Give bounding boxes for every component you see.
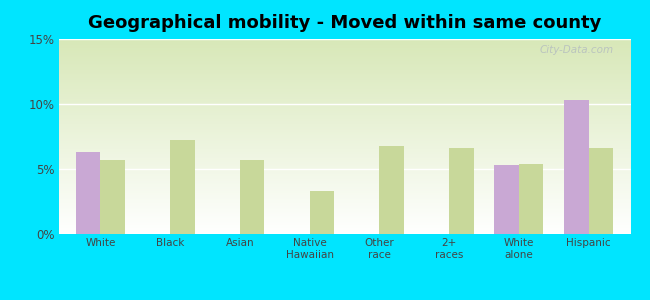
Text: City-Data.com: City-Data.com <box>540 45 614 55</box>
Bar <box>309 191 334 234</box>
Bar <box>170 140 194 234</box>
Bar <box>76 152 100 234</box>
Bar <box>100 160 125 234</box>
Bar <box>380 146 404 234</box>
Title: Geographical mobility - Moved within same county: Geographical mobility - Moved within sam… <box>88 14 601 32</box>
Bar <box>495 165 519 234</box>
Bar <box>519 164 543 234</box>
Bar <box>564 100 589 234</box>
Bar <box>240 160 265 234</box>
Bar <box>449 148 474 234</box>
Bar <box>589 148 613 234</box>
